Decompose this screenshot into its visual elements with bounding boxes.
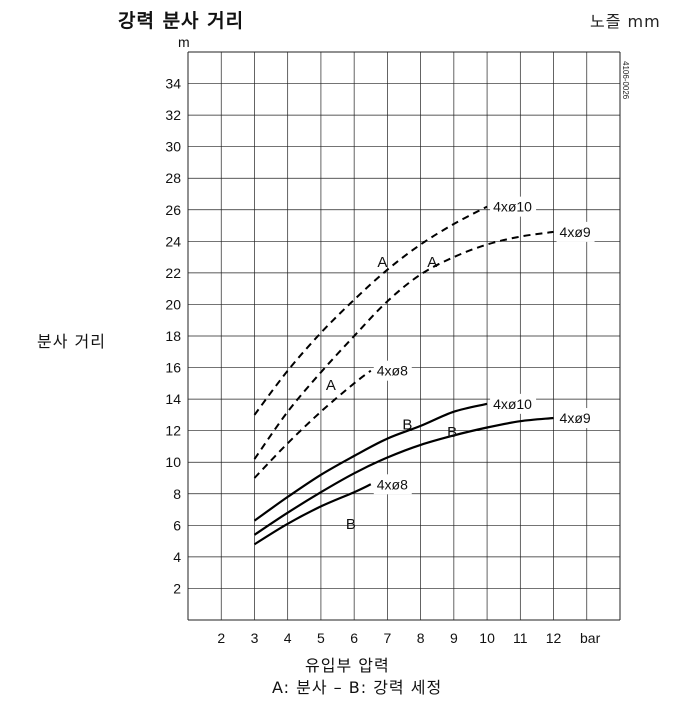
y-tick-label: 30: [165, 139, 181, 155]
y-tick-label: 22: [165, 265, 181, 281]
nozzle-unit-label: 노즐 mm: [590, 12, 661, 31]
x-tick-label: 6: [350, 630, 358, 646]
y-tick-label: 4: [173, 549, 181, 565]
annotation-B: B: [447, 424, 457, 441]
series-label-bg: [490, 196, 537, 217]
y-tick-label: 12: [165, 423, 181, 439]
x-tick-label: 4: [284, 630, 292, 646]
series-label-B-3: 4xø10: [493, 396, 532, 412]
chart-title: 강력 분사 거리: [118, 10, 245, 32]
series-line-B-3: [253, 402, 488, 522]
series-line-B-5: [253, 483, 372, 546]
y-tick-label: 14: [165, 391, 181, 407]
series-label-bg: [556, 408, 595, 429]
series-label-A-2: 4xø8: [377, 363, 408, 379]
series-labels: 4xø10 4xø9 4xø8 4xø10 4xø9 4xø8 A A A B B B: [326, 196, 595, 533]
x-tick-label: 10: [479, 630, 495, 646]
y-tick-label: 18: [165, 328, 181, 344]
y-tick-label: 2: [173, 580, 181, 596]
series-label-bg: [490, 393, 537, 414]
series-label-bg: [373, 474, 412, 495]
annotation-A: A: [377, 254, 387, 271]
figure-code: 4106-0026: [621, 61, 630, 100]
y-tick-label: 20: [165, 296, 181, 312]
x-tick-label: 8: [417, 630, 425, 646]
y-tick-label: 16: [165, 360, 181, 376]
series-line-A-2: [253, 369, 372, 479]
x-unit-label: bar: [580, 630, 601, 646]
annotation-B: B: [346, 516, 356, 533]
y-tick-label: 34: [165, 76, 181, 92]
series-line-B-4: [253, 416, 554, 536]
y-tick-label: 32: [165, 107, 181, 123]
series-label-B-4: 4xø9: [560, 410, 591, 426]
annotation-B: B: [402, 416, 412, 433]
y-tick-label: 28: [165, 170, 181, 186]
x-tick-label: 5: [317, 630, 325, 646]
x-tick-label: 12: [546, 630, 562, 646]
series-lines: [253, 205, 554, 546]
grid: [187, 51, 621, 621]
series-label-A-0: 4xø10: [493, 199, 532, 215]
y-tick-label: 26: [165, 202, 181, 218]
series-label-A-1: 4xø9: [560, 224, 591, 240]
y-unit-label: m: [178, 34, 190, 50]
series-label-B-5: 4xø8: [377, 476, 408, 492]
series-line-A-1: [253, 230, 554, 460]
x-tick-label: 7: [383, 630, 391, 646]
annotation-A: A: [326, 377, 336, 394]
y-tick-label: 8: [173, 486, 181, 502]
x-tick-label: 2: [217, 630, 225, 646]
x-tick-label: 11: [513, 630, 528, 646]
x-tick-label: 3: [251, 630, 259, 646]
annotation-A: A: [427, 254, 437, 271]
series-label-bg: [556, 221, 595, 242]
y-tick-label: 6: [173, 517, 181, 533]
series-label-bg: [373, 360, 412, 381]
x-tick-label: 9: [450, 630, 458, 646]
y-axis-label: 분사 거리: [37, 332, 106, 351]
series-line-A-0: [253, 205, 488, 416]
y-tick-label: 10: [165, 454, 181, 470]
y-tick-label: 24: [165, 233, 181, 249]
legend-note: A: 분사 – B: 강력 세정: [272, 678, 443, 697]
x-axis-label: 유입부 압력: [305, 656, 390, 675]
